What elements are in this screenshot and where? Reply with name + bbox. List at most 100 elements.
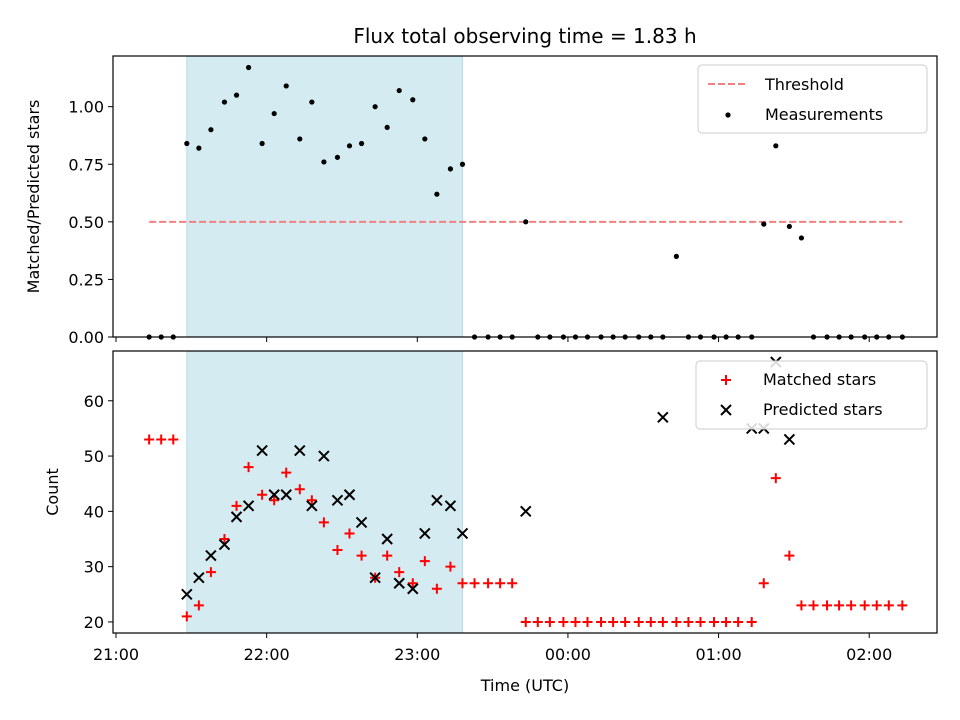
legend: Threshold Measurements xyxy=(697,64,928,134)
data-point xyxy=(770,473,781,484)
data-point xyxy=(683,616,694,627)
y-tick-label: 0.00 xyxy=(68,328,104,347)
data-point xyxy=(393,577,405,589)
data-point xyxy=(444,500,457,512)
x-tick-label: 23:00 xyxy=(394,645,440,664)
data-point xyxy=(280,489,292,501)
data-point xyxy=(657,616,668,627)
data-point xyxy=(243,462,254,473)
data-point xyxy=(407,583,419,595)
data-point xyxy=(495,578,506,589)
data-point xyxy=(382,550,393,561)
data-point xyxy=(321,159,327,165)
data-point xyxy=(297,136,303,142)
chart-title: Flux total observing time = 1.83 h xyxy=(353,24,696,48)
y-axis-label: Matched/Predicted stars xyxy=(24,100,43,294)
legend-predicted-swatch xyxy=(720,404,732,416)
y-axis-label: Count xyxy=(43,468,62,516)
observing-window-shade xyxy=(186,351,463,633)
data-point xyxy=(746,616,757,627)
data-point xyxy=(205,549,217,562)
data-point xyxy=(407,578,418,589)
data-point xyxy=(306,495,317,506)
data-point xyxy=(306,500,318,512)
data-point xyxy=(808,600,819,611)
legend-label: Matched stars xyxy=(763,370,876,389)
data-point xyxy=(283,83,289,89)
data-point xyxy=(268,489,280,501)
data-point xyxy=(410,97,416,103)
data-point xyxy=(242,500,255,512)
data-point xyxy=(645,616,656,627)
data-point xyxy=(208,127,214,133)
data-point xyxy=(733,616,744,627)
data-point xyxy=(396,87,402,94)
y-tick-label: 1.00 xyxy=(68,98,104,117)
data-point xyxy=(608,616,619,627)
data-point xyxy=(384,124,390,131)
data-point xyxy=(355,516,368,529)
data-point xyxy=(469,578,480,589)
data-point xyxy=(883,600,894,611)
data-point xyxy=(334,154,341,160)
data-point xyxy=(257,489,268,500)
data-point xyxy=(520,505,532,518)
x-tick-label: 01:00 xyxy=(696,645,742,664)
data-point xyxy=(558,616,569,627)
data-point xyxy=(431,583,442,594)
data-point xyxy=(798,235,805,241)
data-point xyxy=(897,600,908,611)
data-point xyxy=(358,140,365,147)
data-point xyxy=(196,145,202,151)
data-point xyxy=(657,411,669,424)
x-axis-label: Time (UTC) xyxy=(480,676,569,695)
data-point xyxy=(459,161,466,167)
data-point xyxy=(721,616,732,627)
data-point xyxy=(796,600,807,611)
y-tick-label: 0.75 xyxy=(68,155,104,174)
data-point xyxy=(773,143,779,149)
data-point xyxy=(673,253,679,259)
data-point xyxy=(620,616,631,627)
data-point xyxy=(372,104,378,110)
data-point xyxy=(332,545,343,556)
data-point xyxy=(294,444,306,457)
data-point xyxy=(871,600,882,611)
top-panel: 0.00 0.25 0.50 0.75 1.00 Matched/Predicted st… xyxy=(24,55,938,347)
data-point xyxy=(834,600,845,611)
data-point xyxy=(205,567,216,578)
data-point xyxy=(231,500,242,511)
data-point xyxy=(859,600,870,611)
data-point xyxy=(445,561,456,572)
plot-frame xyxy=(112,55,938,338)
y-tick-label: 60 xyxy=(84,392,104,411)
y-tick-label: 40 xyxy=(84,502,104,521)
data-point xyxy=(709,616,720,627)
data-point xyxy=(245,64,252,71)
legend-box xyxy=(695,360,928,430)
data-point xyxy=(218,538,231,551)
data-point xyxy=(784,550,795,561)
data-point xyxy=(422,136,428,142)
legend-label: Threshold xyxy=(764,75,844,94)
data-point xyxy=(633,616,644,627)
data-point xyxy=(520,616,531,627)
x-tick-label: 02:00 xyxy=(846,645,892,664)
data-point xyxy=(394,567,405,578)
data-point xyxy=(419,527,431,540)
data-point xyxy=(221,99,228,105)
data-point xyxy=(532,616,543,627)
data-point xyxy=(259,140,265,147)
data-point xyxy=(271,110,277,117)
data-point xyxy=(356,550,367,561)
y-tick-label: 0.50 xyxy=(68,213,104,232)
data-point xyxy=(456,527,469,540)
data-point xyxy=(181,611,192,622)
data-point xyxy=(846,600,857,611)
bottom-panel: 20 30 40 50 60 21:00 22:00 23:00 00:00 01:00 02:00… xyxy=(43,350,938,695)
data-point xyxy=(786,223,792,230)
data-point xyxy=(294,484,305,495)
data-point xyxy=(144,434,155,445)
data-point xyxy=(507,578,518,589)
